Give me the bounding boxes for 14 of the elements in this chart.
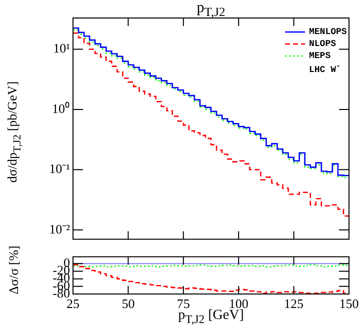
- x-tick-label: 150: [339, 296, 359, 312]
- x-tick-label: 25: [66, 296, 80, 312]
- legend-label: MEPS: [309, 51, 331, 61]
- y-tick-label: 10⁰: [52, 100, 70, 116]
- y-axis-title: Δσ/σ [%]: [6, 246, 22, 294]
- y-tick-label: 10⁻¹: [49, 161, 70, 176]
- chart-title: p$_{T,J2}$: [196, 0, 226, 20]
- annotation: LHC W$^{-}$: [309, 63, 341, 75]
- y-tick-label: 10¹: [53, 40, 70, 56]
- legend-label: MENLOPS: [309, 27, 347, 37]
- legend-label: NLOPS: [309, 39, 336, 49]
- y-tick-label: 10⁻²: [49, 221, 70, 236]
- x-tick-label: 125: [284, 296, 304, 312]
- x-tick-label: 50: [122, 296, 135, 312]
